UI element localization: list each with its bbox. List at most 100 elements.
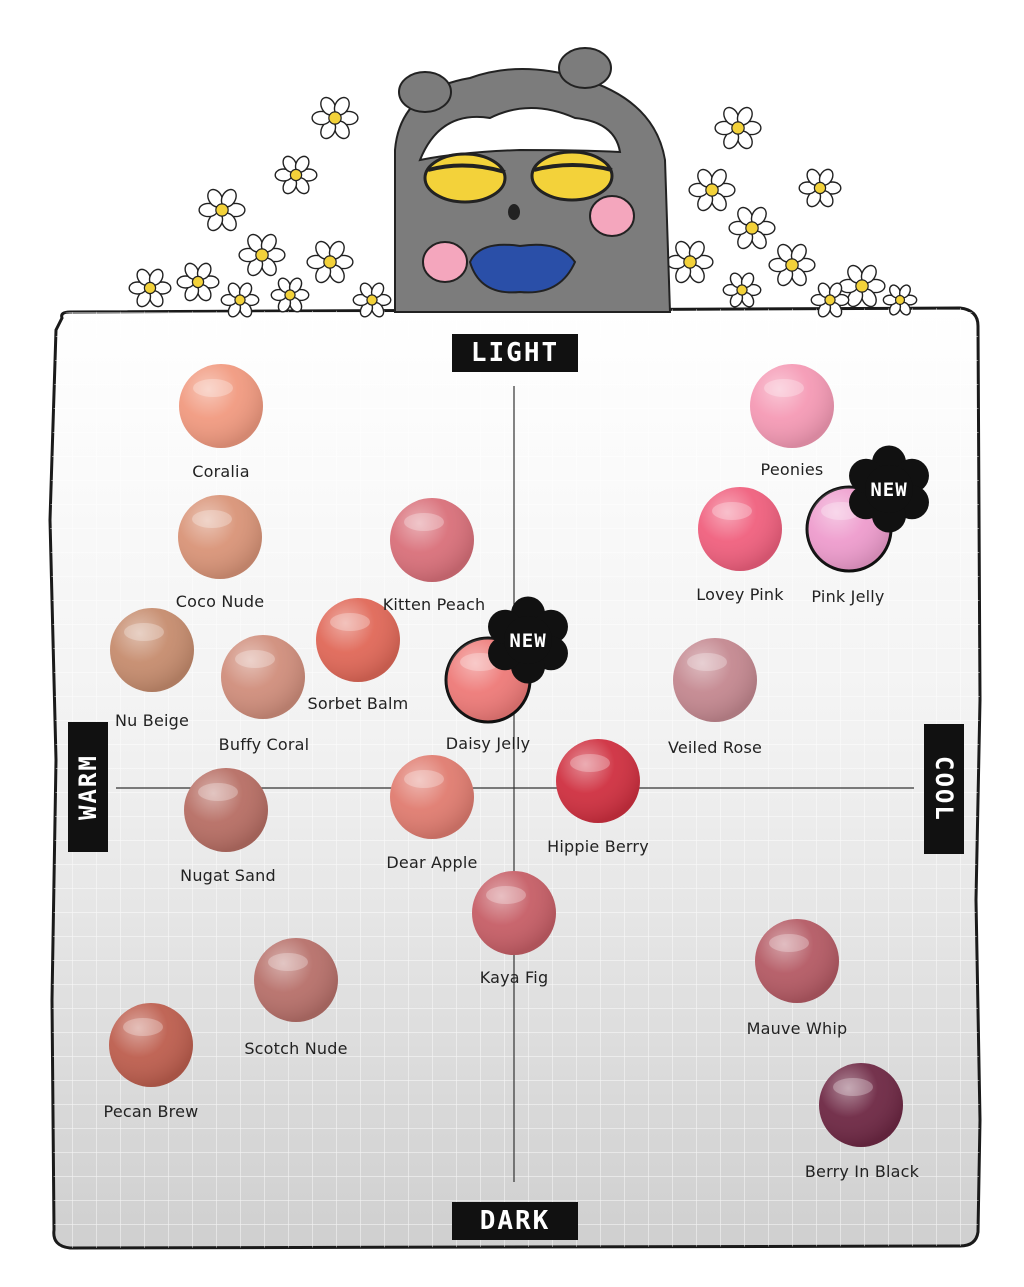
daisy-center [705,183,719,197]
daisy-icon [198,188,246,232]
swatch-highlight [192,510,232,528]
swatch-coco-nude [178,495,262,579]
mascot-eye-right [530,150,614,202]
swatch-gloss [755,919,839,1003]
daisy-center [323,255,337,269]
mascot-bib [468,243,577,294]
swatch-lovey-pink [698,487,782,571]
swatch-highlight [330,613,370,631]
swatch-label: Coco Nude [175,592,265,611]
daisy-center [813,181,827,195]
daisy-icon [722,272,762,308]
daisy-icon [688,168,736,212]
daisy-icon [714,106,762,150]
swatch-label: Nu Beige [114,711,190,730]
swatch-veiled-rose [673,638,757,722]
swatch-highlight [712,502,752,520]
swatch-coralia [179,364,263,448]
mascot-forehead-tuft [418,107,622,162]
swatch-highlight [404,770,444,788]
swatch-highlight [769,934,809,952]
swatch-nu-beige [110,608,194,692]
daisy-icon [220,282,260,318]
swatch-highlight [833,1078,873,1096]
daisy-icon [666,240,714,284]
swatch-gloss [110,608,194,692]
swatch-highlight [268,953,308,971]
mascot-ear-right [558,47,612,89]
swatch-pecan-brew [109,1003,193,1087]
swatch-label: Coralia [192,462,250,481]
swatch-gloss [178,495,262,579]
swatch-daisy-jelly: NEW [444,596,568,724]
daisy-icon [882,284,918,316]
swatch-highlight [198,783,238,801]
daisy-icon [274,155,318,195]
axis-label-warm: WARM [68,722,108,852]
swatch-label: Berry In Black [804,1162,920,1181]
daisy-center [785,258,799,272]
daisy-icon [238,233,286,277]
daisy-icon [798,168,842,208]
daisy-center [855,279,869,293]
badge-center [865,465,913,513]
swatch-highlight [124,623,164,641]
mascot-eye-left [423,152,507,204]
daisy-icon [128,268,172,308]
swatch-berry-in-black [819,1063,903,1147]
axis-label-cool: COOL [924,724,964,854]
swatch-label: Dear Apple [386,853,478,872]
swatch-sorbet-balm [316,598,400,682]
swatch-buffy-coral [221,635,305,719]
badge-center [504,616,552,664]
daisy-center [215,203,229,217]
daisy-icon [838,264,886,308]
daisy-center [894,294,906,306]
daisy-icon [176,262,220,302]
swatch-label: Lovey Pink [696,585,784,604]
swatch-label: Mauve Whip [746,1019,848,1038]
swatch-label: Buffy Coral [218,735,310,754]
swatch-gloss [556,739,640,823]
daisy-center [328,111,342,125]
swatch-gloss [390,755,474,839]
mascot-paw-left [422,241,468,283]
daisy-center [683,255,697,269]
swatch-nugat-sand [184,768,268,852]
daisy-center [284,289,296,301]
new-badge: NEW [488,596,568,684]
swatch-gloss [179,364,263,448]
swatch-label: Kaya Fig [479,968,549,987]
swatch-gloss [254,938,338,1022]
swatch-highlight [570,754,610,772]
swatch-kaya-fig [472,871,556,955]
swatch-peonies [750,364,834,448]
daisy-center [745,221,759,235]
daisy-icon [270,277,310,313]
swatch-gloss [109,1003,193,1087]
swatch-gloss [698,487,782,571]
daisy-icon [311,96,359,140]
swatch-highlight [687,653,727,671]
new-badge-text: NEW [509,630,546,652]
new-badge: NEW [849,445,929,533]
swatch-highlight [193,379,233,397]
swatch-gloss [819,1063,903,1147]
daisy-center [366,294,378,306]
swatch-label: Daisy Jelly [445,734,531,753]
swatch-label: Scotch Nude [244,1039,348,1058]
daisy-center [824,294,836,306]
swatch-scotch-nude [254,938,338,1022]
swatch-hippie-berry [556,739,640,823]
daisy-icon [306,240,354,284]
swatch-gloss [472,871,556,955]
swatch-label: Kitten Peach [382,595,486,614]
swatch-layer: NEW NEW [109,364,929,1147]
swatch-highlight [764,379,804,397]
daisy-center [731,121,745,135]
mascot-mouth [508,204,520,220]
daisy-center [234,294,246,306]
swatch-gloss [221,635,305,719]
swatch-highlight [123,1018,163,1036]
